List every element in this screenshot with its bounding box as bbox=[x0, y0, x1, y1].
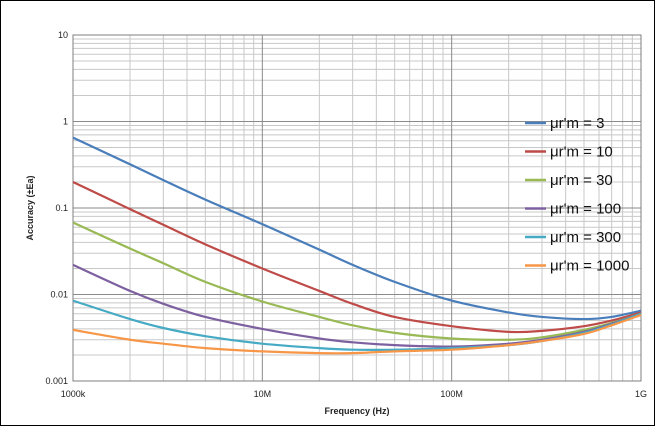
x-tick-label: 10M bbox=[254, 389, 272, 399]
tick-labels: 1000k 10M 100M 1G 10 1 0.1 0.01 0.001 bbox=[45, 30, 647, 399]
plot-border bbox=[72, 34, 642, 382]
x-tick-label: 100M bbox=[440, 389, 463, 399]
series-line-6 bbox=[72, 313, 642, 355]
y-tick-label: 0.1 bbox=[55, 203, 68, 213]
y-tick-label: 1 bbox=[63, 117, 68, 127]
y-axis-title: Accuracy (±Ea) bbox=[25, 176, 35, 241]
series-line-2 bbox=[72, 180, 642, 334]
y-tick-label: 10 bbox=[58, 30, 68, 40]
x-axis-title: Frequency (Hz) bbox=[324, 406, 389, 416]
y-tick-label: 0.001 bbox=[45, 376, 68, 386]
series-lines bbox=[72, 136, 642, 355]
legend-label-3: μr'm = 30 bbox=[550, 172, 613, 189]
y-tick-label: 0.01 bbox=[50, 290, 68, 300]
legend-label-1: μr'm = 3 bbox=[550, 115, 604, 132]
legend-label-4: μr'm = 100 bbox=[550, 201, 621, 218]
legend-label-5: μr'm = 300 bbox=[550, 229, 621, 246]
x-tick-label: 1G bbox=[635, 389, 647, 399]
legend: μr'm = 3 μr'm = 10 μr'm = 30 μr'm = 100 μr'm… bbox=[525, 115, 629, 275]
series-line-3 bbox=[72, 221, 642, 341]
series-line-1 bbox=[72, 136, 642, 321]
grid bbox=[72, 34, 642, 382]
legend-label-6: μr'm = 1000 bbox=[550, 258, 629, 275]
axes bbox=[72, 34, 642, 382]
legend-label-2: μr'm = 10 bbox=[550, 144, 613, 161]
x-tick-label: 1000k bbox=[61, 389, 86, 399]
